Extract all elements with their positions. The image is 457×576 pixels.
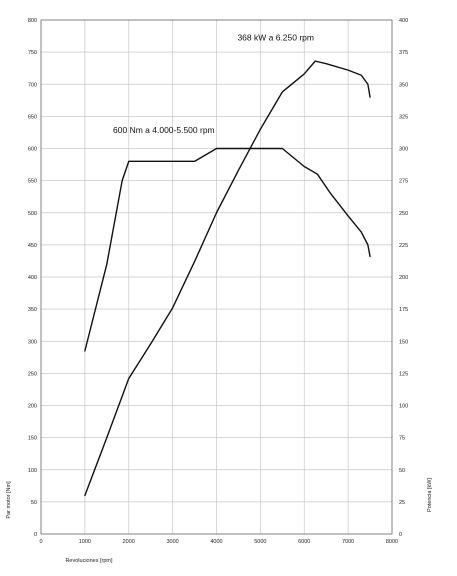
annotations: 600 Nm a 4.000-5.500 rpm 368 kW a 6.250 r… [113, 33, 314, 136]
annotation-label: 368 kW a 6.250 rpm [237, 33, 314, 43]
x-tick-label: 0 [39, 539, 42, 545]
grid-lines [40, 19, 393, 535]
y-left-tick-label: 0 [34, 532, 37, 538]
y-left-tick-label: 450 [28, 243, 37, 249]
y-left-tick-label: 550 [28, 179, 37, 185]
y-right-tick-label: 225 [399, 243, 408, 249]
torque-line [84, 147, 371, 352]
y-right-tick-label: 100 [399, 404, 408, 410]
y-right-tick-label: 275 [399, 179, 408, 185]
y-right-tick-label: 300 [399, 147, 408, 153]
y-left-tick-label: 650 [28, 114, 37, 120]
x-tick-label: 7000 [342, 539, 354, 545]
x-axis-label: Revoluciones [rpm] [65, 558, 113, 564]
y-right-tick-label: 175 [399, 307, 408, 313]
y-left-tick-label: 800 [28, 18, 37, 24]
power-line [84, 60, 371, 497]
y-left-tick-label: 500 [28, 211, 37, 217]
x-tick-labels: 0 1000 2000 3000 4000 5000 6000 7000 8000 [39, 539, 398, 545]
x-tick-label: 1000 [79, 539, 91, 545]
x-tick-label: 8000 [386, 539, 398, 545]
y-right-tick-label: 125 [399, 371, 408, 377]
y-left-tick-label: 100 [28, 468, 37, 474]
y-right-tick-label: 200 [399, 275, 408, 281]
y-left-tick-label: 300 [28, 339, 37, 345]
y-left-tick-label: 350 [28, 307, 37, 313]
y-right-tick-label: 150 [399, 339, 408, 345]
y-right-tick-label: 0 [399, 532, 402, 538]
annotation-label: 600 Nm a 4.000-5.500 rpm [113, 125, 215, 135]
y-right-tick-labels: 0 25 50 75 100 125 150 175 200 225 250 275 300 325 350… [399, 18, 408, 538]
y-right-tick-label: 25 [399, 500, 405, 506]
y-left-tick-label: 400 [28, 275, 37, 281]
y-axis-left-label: Par motor [Nm] [6, 481, 12, 519]
x-tick-label: 5000 [254, 539, 266, 545]
y-left-tick-label: 50 [31, 500, 37, 506]
x-tick-label: 3000 [167, 539, 179, 545]
y-right-tick-label: 400 [399, 18, 408, 24]
y-right-tick-label: 250 [399, 211, 408, 217]
plot-frame [40, 19, 393, 535]
y-left-tick-label: 150 [28, 436, 37, 442]
y-left-tick-label: 750 [28, 50, 37, 56]
y-right-tick-label: 50 [399, 468, 405, 474]
y-left-tick-label: 700 [28, 82, 37, 88]
series-lines [84, 60, 371, 497]
y-left-tick-label: 200 [28, 404, 37, 410]
y-right-tick-label: 350 [399, 82, 408, 88]
y-left-tick-label: 250 [28, 371, 37, 377]
x-tick-label: 4000 [210, 539, 222, 545]
y-right-tick-label: 325 [399, 114, 408, 120]
y-left-tick-labels: 0 50 100 150 200 250 300 350 400 450 500 550 600 650 7… [28, 18, 37, 538]
y-right-tick-label: 75 [399, 436, 405, 442]
x-tick-label: 6000 [298, 539, 310, 545]
x-tick-label: 2000 [123, 539, 135, 545]
y-right-tick-label: 375 [399, 50, 408, 56]
y-axis-right-label: Potencia [kW] [427, 478, 433, 512]
y-left-tick-label: 600 [28, 147, 37, 153]
